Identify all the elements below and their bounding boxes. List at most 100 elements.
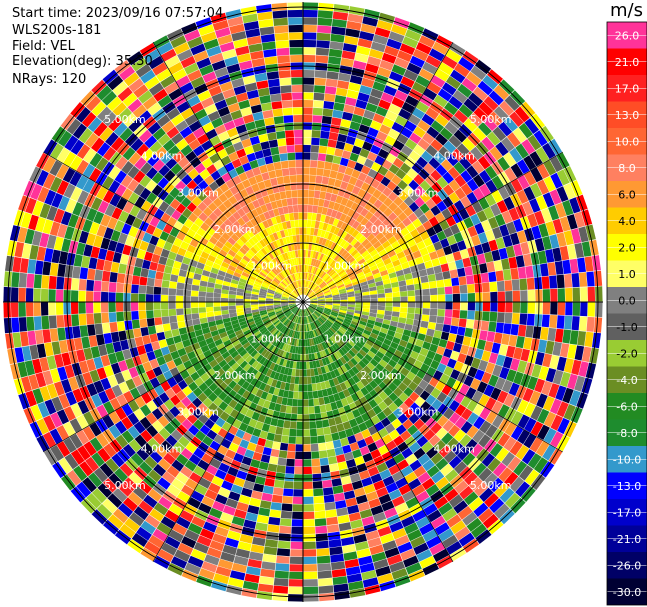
ppi-cell	[231, 362, 240, 371]
ppi-cell	[304, 287, 308, 295]
ppi-cell	[421, 282, 430, 290]
ppi-cell	[471, 523, 487, 538]
ppi-cell	[213, 310, 222, 316]
ppi-cell	[192, 397, 203, 408]
ppi-cell	[388, 164, 400, 175]
ppi-cell	[242, 341, 251, 349]
ppi-cell	[490, 291, 498, 302]
ppi-cell	[190, 371, 200, 382]
ppi-cell	[324, 365, 330, 373]
ppi-cell	[478, 393, 490, 407]
ppi-cell	[330, 553, 344, 563]
ppi-cell	[357, 323, 366, 330]
ppi-cell	[256, 514, 269, 524]
ppi-cell	[541, 208, 553, 223]
ppi-cell	[25, 302, 34, 317]
ppi-cell	[292, 361, 297, 369]
ppi-cell	[160, 381, 171, 392]
ppi-cell	[517, 429, 530, 445]
ppi-cell	[291, 330, 296, 338]
ppi-cell	[348, 217, 356, 227]
ppi-cell	[333, 202, 341, 211]
ppi-cell	[307, 308, 312, 315]
ppi-cell	[220, 302, 229, 307]
ppi-cell	[202, 471, 215, 483]
ppi-cell	[113, 508, 129, 524]
ppi-cell	[360, 116, 373, 127]
ppi-cell	[308, 353, 313, 362]
ppi-cell	[552, 247, 562, 262]
ppi-cell	[322, 479, 333, 488]
ppi-cell	[300, 339, 303, 347]
ppi-cell	[591, 255, 601, 271]
ppi-cell	[333, 235, 341, 244]
ppi-cell	[321, 342, 327, 350]
ppi-cell	[448, 96, 463, 110]
ppi-cell	[324, 161, 333, 170]
ppi-cell	[488, 216, 499, 229]
ppi-cell	[520, 101, 536, 118]
ppi-cell	[333, 243, 340, 252]
ppi-cell	[282, 335, 288, 343]
ppi-cell	[273, 297, 281, 300]
ppi-cell	[281, 503, 293, 512]
ppi-cell	[366, 339, 375, 347]
ppi-cell	[506, 369, 517, 383]
ppi-cell	[398, 190, 409, 201]
ppi-cell	[362, 291, 370, 296]
ppi-cell	[21, 376, 32, 393]
ppi-cell	[121, 369, 132, 382]
ppi-cell	[467, 225, 478, 238]
ppi-cell	[415, 339, 424, 348]
ppi-cell	[293, 489, 303, 497]
ppi-cell	[489, 146, 503, 161]
ppi-cell	[448, 424, 461, 437]
ppi-cell	[296, 324, 300, 332]
ppi-cell	[48, 302, 56, 316]
ppi-cell	[349, 323, 358, 329]
ppi-cell	[362, 452, 373, 463]
ppi-cell	[331, 309, 339, 314]
ppi-cell	[89, 369, 100, 383]
ppi-cell	[303, 242, 306, 250]
ppi-cell	[398, 280, 407, 287]
ppi-cell	[408, 259, 417, 267]
ppi-cell	[349, 152, 359, 162]
ppi-cell	[332, 305, 340, 308]
ppi-cell	[312, 205, 318, 214]
ppi-cell	[310, 314, 315, 322]
ppi-cell	[275, 380, 282, 389]
ppi-cell	[373, 376, 383, 386]
ppi-cell	[266, 377, 274, 386]
ppi-cell	[124, 274, 133, 284]
ppi-cell	[360, 386, 369, 396]
ppi-cell	[566, 214, 578, 230]
ppi-cell	[257, 324, 266, 331]
ppi-cell	[258, 297, 266, 300]
ppi-cell	[347, 291, 355, 295]
ppi-cell	[517, 414, 530, 429]
ppi-cell	[251, 490, 263, 500]
ppi-cell	[311, 314, 316, 321]
ppi-cell	[89, 422, 102, 437]
ppi-cell	[483, 472, 498, 487]
ppi-cell	[192, 408, 203, 419]
ppi-cell	[450, 223, 461, 235]
ppi-cell	[242, 352, 250, 361]
ppi-cell	[443, 316, 452, 326]
ppi-cell	[436, 248, 446, 258]
ppi-cell	[316, 260, 322, 268]
ppi-cell	[324, 292, 332, 297]
ppi-cell	[272, 593, 288, 602]
ppi-cell	[353, 241, 361, 249]
ppi-cell	[520, 486, 536, 502]
ppi-cell	[385, 306, 393, 312]
ppi-cell	[513, 460, 528, 476]
ppi-cell	[332, 218, 340, 227]
ppi-cell	[218, 401, 229, 411]
ppi-cell	[522, 388, 534, 402]
ppi-cell	[420, 401, 431, 412]
ppi-cell	[257, 414, 266, 423]
ppi-cell	[186, 391, 198, 403]
ppi-cell	[520, 241, 530, 255]
